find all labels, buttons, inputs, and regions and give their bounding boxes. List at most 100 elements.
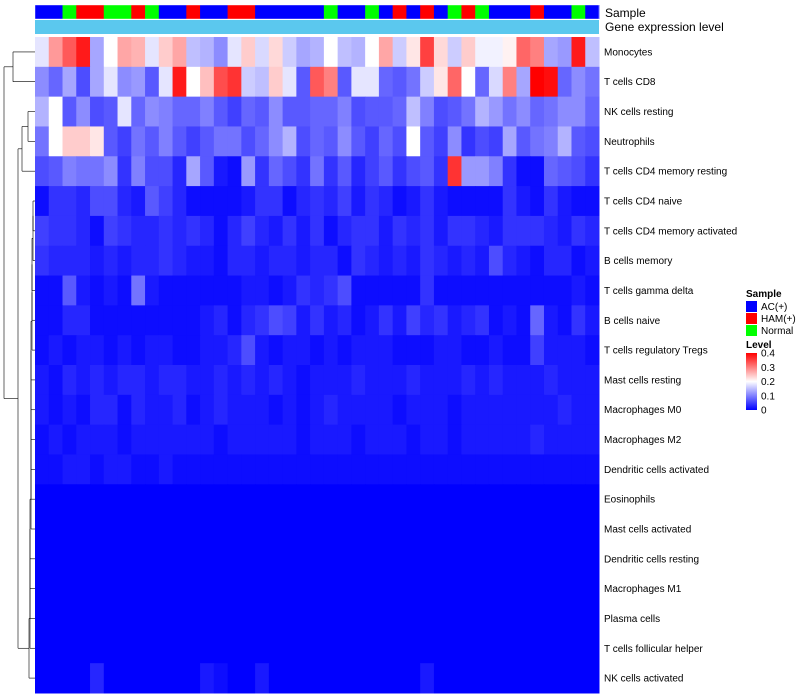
heatmap-cell: [241, 454, 256, 485]
heatmap-cell: [213, 663, 229, 694]
heatmap-cell: [530, 96, 545, 127]
heatmap-cell: [158, 186, 174, 217]
heatmap-cell: [323, 454, 339, 485]
row-label: B cells memory: [604, 256, 672, 267]
heatmap-cell: [351, 633, 366, 664]
heatmap-cell: [35, 215, 50, 247]
row-label: T cells gamma delta: [604, 286, 694, 297]
heatmap-cell: [488, 96, 504, 127]
heatmap-cell: [145, 603, 160, 634]
heatmap-cell: [488, 514, 504, 545]
sample-annotation-cell: [571, 5, 586, 19]
row-label: T cells regulatory Tregs: [604, 346, 708, 357]
heatmap-cell: [475, 365, 490, 396]
heatmap-cell: [117, 126, 132, 157]
sample-annotation-cell: [103, 5, 119, 19]
heatmap-cell: [475, 245, 490, 277]
heatmap-cell: [35, 514, 50, 545]
heatmap-cell: [516, 365, 531, 396]
heatmap-cell: [337, 156, 352, 187]
heatmap-cell: [530, 424, 545, 455]
heatmap-cell: [323, 215, 339, 247]
heatmap-cell: [48, 126, 64, 157]
heatmap-cell: [62, 37, 77, 68]
heatmap-cell: [406, 424, 421, 455]
heatmap-cell: [488, 335, 504, 366]
heatmap-cell: [447, 454, 462, 485]
heatmap-cell: [420, 96, 435, 127]
heatmap-cell: [433, 305, 449, 336]
heatmap-cell: [433, 663, 449, 694]
heatmap-cell: [213, 305, 229, 336]
heatmap-cell: [268, 126, 284, 157]
heatmap-cell: [158, 573, 174, 605]
heatmap-cell: [62, 186, 77, 217]
heatmap-cell: [186, 305, 201, 336]
heatmap-cell: [323, 156, 339, 187]
heatmap-cell: [76, 66, 91, 98]
heatmap-cell: [48, 245, 64, 277]
heatmap-cell: [200, 275, 215, 306]
heatmap-cell: [268, 484, 284, 515]
heatmap-cell: [296, 275, 311, 306]
sample-annotation-cell: [282, 5, 297, 19]
heatmap-cell: [131, 663, 146, 694]
heatmap-cell: [502, 454, 517, 485]
heatmap-cell: [543, 365, 559, 396]
level-tick-label: 0.3: [761, 363, 775, 374]
heatmap-cell: [406, 394, 421, 426]
heatmap-cell: [145, 96, 160, 127]
heatmap-cell: [213, 573, 229, 605]
heatmap-cell: [172, 514, 187, 545]
heatmap-cell: [35, 96, 50, 127]
heatmap-cell: [62, 663, 77, 694]
heatmap-cell: [131, 156, 146, 187]
heatmap-cell: [585, 245, 600, 277]
heatmap-cell: [420, 365, 435, 396]
heatmap-cell: [502, 96, 517, 127]
heatmap-cell: [35, 126, 50, 157]
heatmap-cell: [35, 543, 50, 575]
level-tick-label: 0.1: [761, 391, 775, 402]
heatmap-cell: [447, 186, 462, 217]
heatmap-cell: [571, 454, 586, 485]
heatmap-cell: [530, 245, 545, 277]
heatmap-cell: [461, 156, 476, 187]
heatmap-cell: [461, 484, 476, 515]
heatmap-cell: [282, 245, 297, 277]
heatmap-cell: [310, 663, 325, 694]
heatmap-cell: [117, 454, 132, 485]
heatmap-cell: [378, 126, 394, 157]
heatmap-cell: [585, 365, 600, 396]
row-label: Dendritic cells resting: [604, 554, 699, 565]
heatmap-cell: [268, 215, 284, 247]
heatmap-cell: [310, 37, 325, 68]
heatmap-cell: [475, 424, 490, 455]
heatmap-cell: [571, 573, 586, 605]
heatmap-cell: [585, 663, 600, 694]
heatmap-cell: [282, 454, 297, 485]
heatmap-cell: [310, 215, 325, 247]
row-label: Macrophages M0: [604, 405, 682, 416]
heatmap-cell: [296, 96, 311, 127]
heatmap-cell: [103, 37, 119, 68]
heatmap-cell: [227, 335, 242, 366]
heatmap-cell: [186, 96, 201, 127]
heatmap-cell: [296, 484, 311, 515]
heatmap-cell: [76, 126, 91, 157]
heatmap-cell: [131, 126, 146, 157]
heatmap-cell: [227, 126, 242, 157]
heatmap-cell: [323, 484, 339, 515]
heatmap-cell: [557, 305, 572, 336]
heatmap-cell: [585, 37, 600, 68]
heatmap-cell: [571, 603, 586, 634]
heatmap-cell: [406, 96, 421, 127]
heatmap-cell: [90, 37, 105, 68]
sample-annotation-cell: [35, 5, 50, 19]
heatmap-cell: [365, 514, 380, 545]
heatmap-cell: [158, 215, 174, 247]
heatmap-cell: [502, 573, 517, 605]
sample-annotation-cell: [461, 5, 476, 19]
heatmap-cell: [172, 454, 187, 485]
heatmap-cell: [241, 305, 256, 336]
